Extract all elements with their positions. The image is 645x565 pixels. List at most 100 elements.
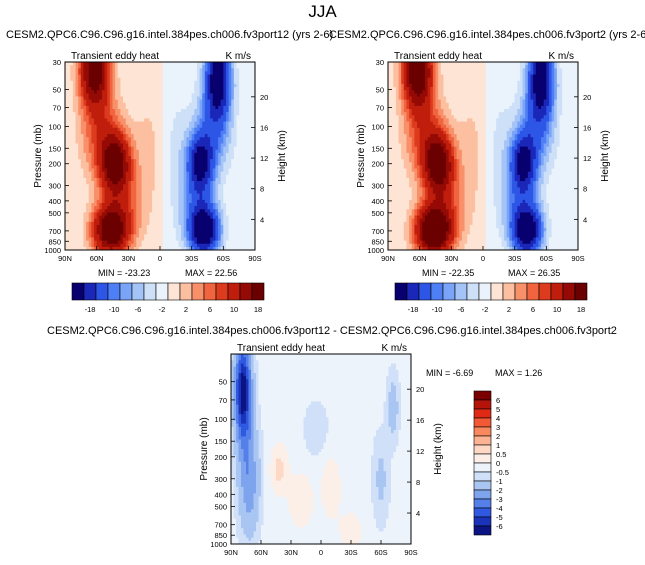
panel1-cell [91,102,95,107]
panel1-cell [160,234,164,238]
panel1-cell [194,74,198,79]
panel1-cell [202,146,206,151]
panel1-cell [152,193,156,198]
panel1-cell [80,140,84,144]
panel1-cell [199,77,203,82]
panel1-cell [199,168,203,173]
colorbar1-label: -10 [109,305,120,314]
panel1-cell [117,65,121,69]
panel1-cell [225,102,230,107]
panel1-cell [117,124,121,129]
panel1-cell [70,174,74,179]
panel1-cell [144,240,148,245]
panel1-cell [157,156,161,160]
panel1-cell [128,215,132,220]
panel2-cell [395,77,399,82]
panel1-cell [136,62,140,66]
panel1-cell [94,246,98,251]
panel1-cell [207,193,211,198]
panel1-cell [117,105,121,110]
panel1-cell [231,96,235,100]
panel1-cell [80,231,84,235]
panel1-cell [228,196,232,201]
panel1-cell [247,137,251,141]
panel1-cell [207,71,211,75]
panel1-cell [88,115,92,119]
panel1-cell [70,177,74,182]
panel1-cell [88,99,92,104]
panel1-cell [96,203,100,207]
panel1-cell [141,80,145,85]
panel1-cell [165,168,169,173]
panel1-cell [202,234,206,238]
panel1-cell [80,130,84,135]
panel1-cell [125,171,129,176]
panel1-cell [175,137,179,141]
panel1-ytick-label: 300 [48,181,61,190]
panel1-cell [117,212,121,216]
panel1-cell [191,83,195,88]
panel1-cell [99,243,103,248]
panel1-cell [86,152,90,157]
panel1-cell [194,121,198,126]
panel1-cell [101,68,105,72]
panel1-cell [233,137,237,141]
panel1-cell [170,162,174,166]
panel2-cell [388,140,392,144]
panel1-cell [117,77,121,82]
panel1-cell [175,174,179,179]
panel1-cell [136,71,140,75]
panel1-cell [199,127,203,132]
panel1-cell [99,206,103,210]
panel1-cell [181,149,185,154]
panel1-cell [194,96,198,100]
panel1-cell [157,159,161,163]
panel1-cell [231,174,235,179]
panel1-cell [223,121,227,126]
panel1-cell [112,127,116,132]
panel1-cell [78,196,82,201]
panel1-cell [101,234,105,238]
panel1-cell [152,80,156,85]
panel1-cell [86,206,90,210]
panel1-cell [141,203,145,207]
panel2-cell [390,99,394,104]
panel1-cell [88,231,92,235]
panel1-cell [204,99,208,104]
panel1-cell [247,124,251,129]
panel2-cell [403,181,407,185]
panel1-cell [144,118,148,122]
panel2-cell [401,228,405,232]
panel1-cell [70,83,74,88]
panel1-cell [146,237,150,241]
panel1-cell [170,68,174,72]
panel1-cell [78,240,82,245]
panel1-cell [173,224,177,229]
panel1-cell [196,152,200,157]
panel2-cell [401,68,405,72]
panel1-cell [125,215,129,220]
panel1-cell [167,87,171,91]
panel1-cell [233,237,237,241]
panel1-cell [123,152,127,157]
panel1-ytick-label: 50 [53,85,61,94]
panel1-cell [167,174,171,179]
panel1-cell [247,174,251,179]
panel1-cell [65,224,69,229]
panel1-cell [194,237,198,241]
panel2-cell [388,152,392,157]
panel1-cell [196,71,200,75]
panel1-cell [215,146,219,151]
panel1-cell [144,187,148,191]
panel1-cell [101,134,105,138]
panel1-cell [249,143,253,147]
panel1-cell [202,215,206,220]
panel1-cell [212,177,216,182]
panel1-cell [170,87,174,91]
panel1-cell [154,96,158,100]
panel1-cell [123,118,127,122]
panel1-cell [220,159,224,163]
panel1-cell [231,243,235,248]
panel1-cell [117,228,121,232]
panel1-cell [220,118,224,122]
